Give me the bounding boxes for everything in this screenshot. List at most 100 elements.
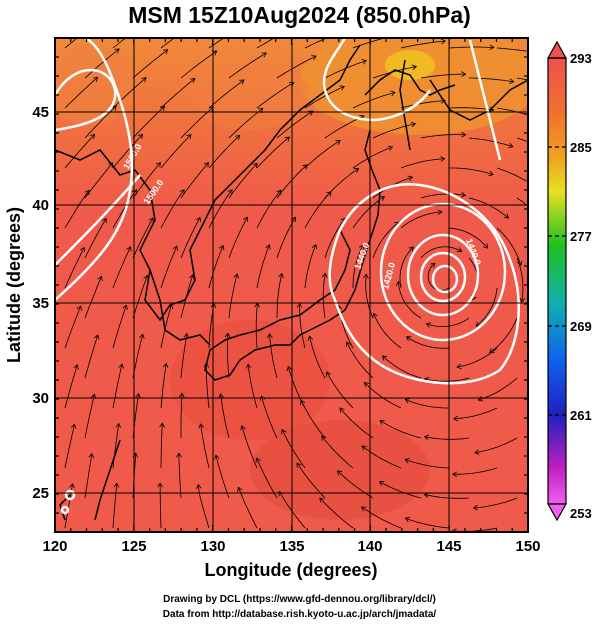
streamline bbox=[516, 197, 528, 207]
streamline bbox=[84, 394, 95, 439]
streamline-arrow bbox=[92, 76, 99, 82]
streamline-arrow bbox=[537, 51, 541, 56]
streamline-arrow bbox=[381, 355, 388, 361]
streamline bbox=[496, 227, 522, 266]
chart-title: MSM 15Z10Aug2024 (850.0hPa) bbox=[128, 2, 471, 28]
streamline bbox=[241, 425, 258, 469]
streamline-arrow bbox=[353, 168, 360, 173]
streamline bbox=[299, 303, 306, 349]
streamline-arrow bbox=[360, 506, 367, 512]
streamline-arrow bbox=[361, 445, 367, 451]
streamline-arrow bbox=[139, 333, 145, 339]
y-tick-label: 25 bbox=[32, 485, 49, 502]
streamline-arrow bbox=[183, 332, 190, 339]
streamline bbox=[304, 140, 341, 169]
streamline-arrow bbox=[218, 393, 224, 399]
streamline bbox=[424, 377, 470, 382]
streamline bbox=[112, 305, 127, 349]
streamline-arrow bbox=[536, 115, 541, 120]
streamline-arrow bbox=[276, 189, 282, 195]
streamline bbox=[160, 189, 185, 229]
streamline bbox=[261, 395, 278, 439]
streamline-arrow bbox=[126, 246, 132, 252]
streamline-arrow bbox=[278, 272, 284, 279]
streamline bbox=[200, 423, 210, 469]
streamline bbox=[160, 78, 196, 109]
y-tick-label: 35 bbox=[32, 295, 49, 312]
streamline-arrow bbox=[423, 434, 430, 441]
streamline bbox=[405, 517, 450, 529]
y-tick-label: 40 bbox=[32, 197, 49, 214]
streamline-arrow bbox=[291, 216, 296, 223]
streamline bbox=[180, 162, 209, 199]
streamline-arrow bbox=[461, 71, 467, 77]
colorbar-gradient bbox=[547, 57, 567, 505]
streamline-arrow bbox=[144, 21, 149, 25]
streamline bbox=[516, 77, 528, 81]
streamline bbox=[84, 218, 107, 259]
streamline bbox=[276, 55, 317, 79]
streamline-arrow bbox=[235, 134, 241, 141]
colorbar-label: 253 bbox=[570, 506, 592, 521]
streamline-arrow bbox=[390, 90, 396, 97]
streamline-arrow bbox=[308, 110, 314, 116]
colorbar-label: 285 bbox=[570, 140, 592, 155]
streamline bbox=[405, 459, 450, 469]
streamline bbox=[405, 399, 449, 409]
streamline bbox=[112, 77, 147, 109]
streamline bbox=[449, 167, 494, 175]
streamline-arrow bbox=[489, 348, 495, 354]
streamline bbox=[132, 275, 148, 319]
streamline-arrow bbox=[456, 363, 462, 370]
colorbar-label: 261 bbox=[570, 408, 592, 423]
streamline-arrow bbox=[430, 262, 436, 268]
credit-data: Data from http://database.rish.kyoto-u.a… bbox=[162, 609, 437, 620]
streamline-arrow bbox=[148, 217, 154, 223]
streamline-arrow bbox=[453, 415, 459, 422]
streamline bbox=[160, 423, 163, 468]
streamline bbox=[352, 244, 364, 288]
streamline-arrow bbox=[203, 162, 209, 168]
streamline bbox=[256, 38, 276, 49]
streamline-arrow bbox=[239, 79, 245, 85]
streamline bbox=[112, 364, 123, 409]
streamline bbox=[400, 40, 446, 49]
streamline-arrow bbox=[93, 334, 100, 340]
streamline bbox=[372, 123, 416, 139]
streamline bbox=[352, 196, 385, 229]
streamline bbox=[84, 48, 120, 79]
streamline-arrow bbox=[227, 189, 233, 195]
streamline bbox=[84, 276, 102, 319]
streamline-arrow bbox=[198, 423, 205, 429]
streamline bbox=[84, 453, 93, 499]
streamline-arrow bbox=[363, 273, 369, 279]
streamline-arrow bbox=[452, 471, 458, 478]
streamline-arrow bbox=[252, 162, 258, 168]
streamline bbox=[400, 211, 443, 229]
streamline-arrow bbox=[118, 363, 124, 369]
streamline bbox=[247, 364, 258, 409]
streamline-arrow bbox=[115, 422, 122, 429]
streamline-arrow bbox=[532, 183, 537, 187]
x-tick-labels: 120 125 130 135 140 145 150 bbox=[42, 538, 540, 555]
streamline bbox=[496, 47, 528, 52]
streamline bbox=[304, 86, 345, 109]
streamline-arrow bbox=[73, 364, 79, 370]
streamline bbox=[160, 38, 176, 49]
gridlines bbox=[55, 38, 528, 532]
streamline bbox=[516, 257, 524, 303]
streamline-arrow bbox=[335, 139, 341, 145]
streamline bbox=[228, 217, 248, 259]
streamline bbox=[372, 66, 417, 79]
streamline bbox=[379, 420, 422, 439]
streamline-arrow bbox=[190, 78, 196, 84]
streamline bbox=[382, 355, 422, 379]
streamline bbox=[361, 445, 402, 469]
streamline-arrow bbox=[79, 246, 85, 253]
streamline-arrow bbox=[70, 423, 77, 429]
streamline bbox=[339, 407, 374, 439]
streamline-arrow bbox=[240, 425, 246, 431]
streamline bbox=[420, 246, 462, 259]
streamline bbox=[226, 333, 230, 379]
